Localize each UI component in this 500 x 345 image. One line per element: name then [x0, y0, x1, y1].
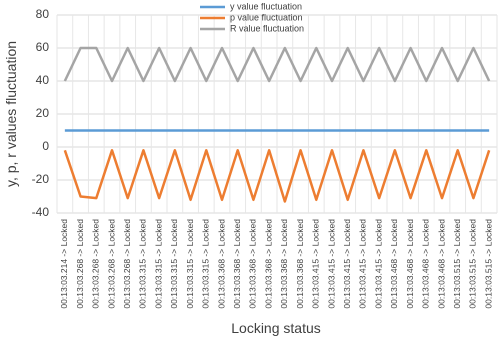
x-tick-label: 00:13:03.415 -> Locked: [342, 219, 352, 309]
x-tick-label: 00:13:03.315 -> Locked: [169, 219, 179, 309]
x-tick-label: 00:13:03.415 -> Locked: [311, 219, 321, 309]
x-tick-label: 00:13:03.368 -> Locked: [295, 219, 305, 309]
y-tick-label: 0: [42, 139, 49, 153]
x-tick-label: 00:13:03.515 -> Locked: [452, 219, 462, 309]
y-tick-label: -20: [32, 172, 50, 186]
x-tick-label: 00:13:03.315 -> Locked: [138, 219, 148, 309]
x-tick-label: 00:13:03.315 -> Locked: [185, 219, 195, 309]
x-tick-label: 00:13:03.468 -> Locked: [389, 219, 399, 309]
y-tick-label: -40: [32, 205, 50, 219]
x-tick-label: 00:13:03.368 -> Locked: [279, 219, 289, 309]
legend-label: y value fluctuation: [230, 1, 302, 11]
x-tick-label: 00:13:03.368 -> Locked: [216, 219, 226, 309]
x-tick-label: 00:13:03.268 -> Locked: [106, 219, 116, 309]
legend-label: p value fluctuation: [230, 12, 303, 22]
series-line: [63, 46, 491, 83]
x-tick-label: 00:13:03.415 -> Locked: [358, 219, 368, 309]
x-tick-label: 00:13:03.468 -> Locked: [421, 219, 431, 309]
x-tick-label: 00:13:03.315 -> Locked: [201, 219, 211, 309]
x-tick-label: 00:13:03.315 -> Locked: [153, 219, 163, 309]
x-tick-label: 00:13:03.515 -> Locked: [483, 219, 493, 309]
y-tick-label: 40: [36, 73, 50, 87]
x-tick-label: 00:13:03.468 -> Locked: [405, 219, 415, 309]
x-tick-label: 00:13:03.415 -> Locked: [326, 219, 336, 309]
x-tick-label: 00:13:03.368 -> Locked: [263, 219, 273, 309]
x-tick-label: 00:13:03.268 -> Locked: [91, 219, 101, 309]
x-tick-label: 00:13:03.368 -> Locked: [232, 219, 242, 309]
legend-label: R value fluctuation: [230, 23, 304, 33]
x-tick-label: 00:13:03.415 -> Locked: [373, 219, 383, 309]
y-tick-label: 20: [36, 106, 50, 120]
x-tick-label: 00:13:03.268 -> Locked: [122, 219, 132, 309]
x-tick-label: 00:13:03.214 -> Locked: [59, 219, 69, 309]
series-line: [63, 149, 491, 203]
y-tick-label: 80: [36, 7, 50, 21]
x-tick-label: 00:13:03.515 -> Locked: [468, 219, 478, 309]
x-tick-label: 00:13:03.468 -> Locked: [436, 219, 446, 309]
x-axis-title: Locking status: [231, 320, 321, 336]
y-axis-title: y, p, r values fluctuation: [3, 41, 19, 187]
x-tick-label: 00:13:03.268 -> Locked: [75, 219, 85, 309]
x-tick-label: 00:13:03.368 -> Locked: [248, 219, 258, 309]
y-tick-label: 60: [36, 40, 50, 54]
